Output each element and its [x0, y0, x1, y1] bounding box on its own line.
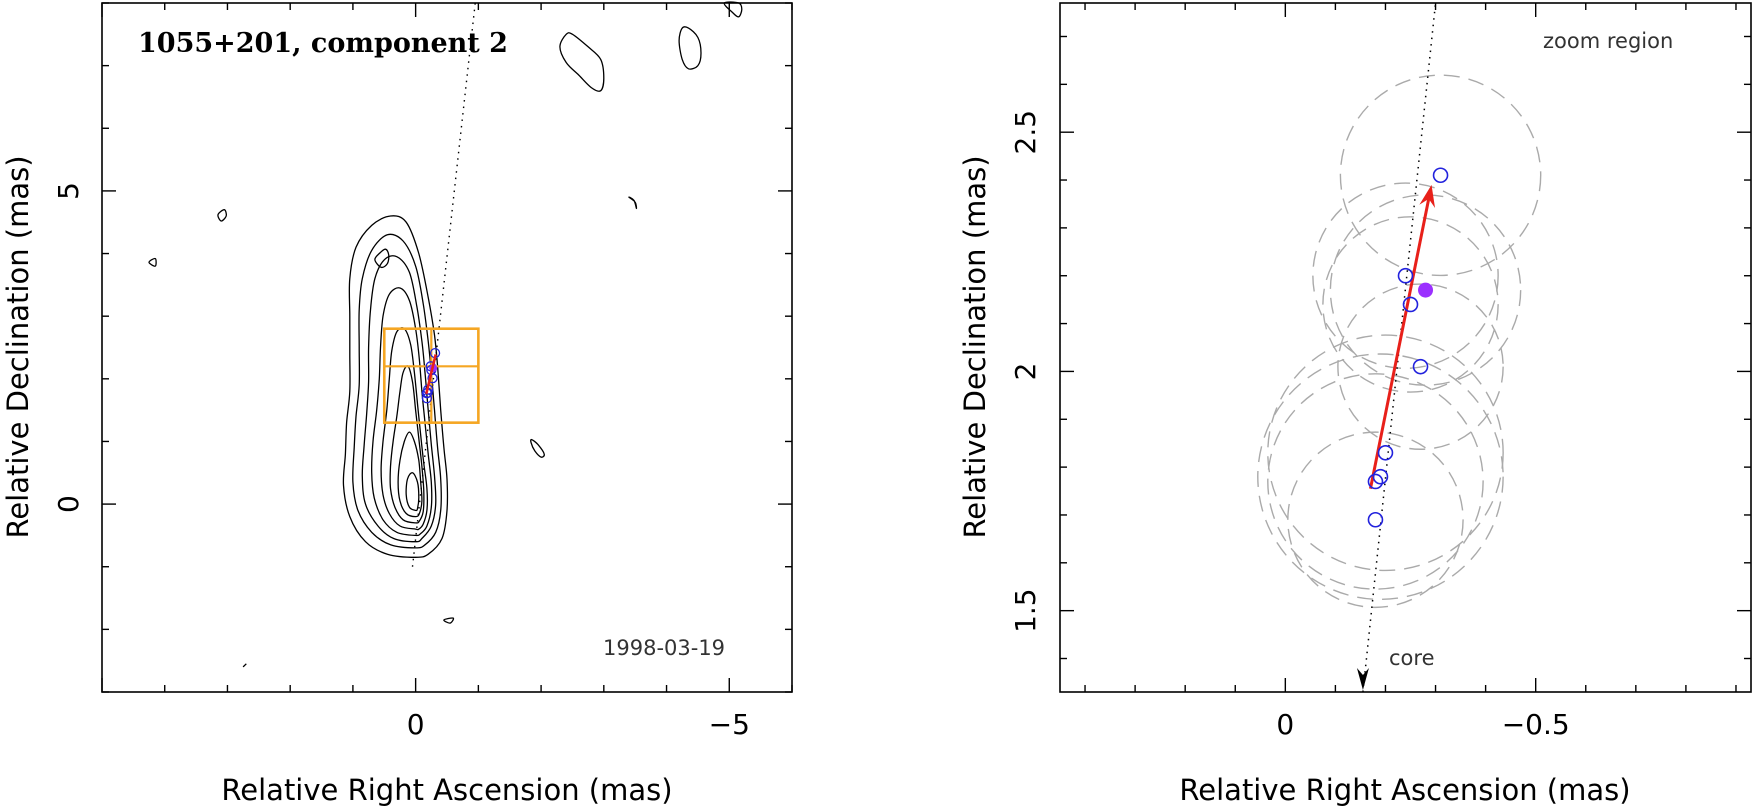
right-x-axis-title: Relative Right Ascension (mas): [1179, 773, 1630, 807]
uncertainty-circle: [1337, 283, 1504, 450]
uncertainty-circle: [1287, 431, 1464, 609]
left-date-label: 1998-03-19: [603, 636, 725, 660]
uncertainty-circle: [1312, 182, 1499, 370]
contour-line: [352, 233, 442, 549]
contour-line: [342, 215, 449, 558]
contour-line: [530, 438, 545, 458]
contour-line: [148, 257, 157, 267]
right-plot-area: [1257, 3, 1542, 692]
left-plot-area: [148, 1, 743, 668]
motion-vector-arrow: [1368, 198, 1431, 489]
contour-line: [397, 431, 423, 518]
core-label: core: [1389, 646, 1435, 670]
uncertainty-circle: [1257, 353, 1504, 601]
contour-line: [242, 663, 247, 668]
left-y-axis-title: Relative Declination (mas): [1, 155, 35, 538]
component-position: [427, 373, 438, 384]
contour-line: [361, 255, 437, 543]
contour-line: [217, 209, 227, 222]
contour-line: [723, 1, 743, 18]
component-position: [1402, 296, 1419, 313]
component-position: [1397, 267, 1414, 284]
y-tick-label: 5: [52, 182, 85, 200]
uncertainty-circle: [1267, 373, 1484, 590]
uncertainty-circle: [1329, 194, 1522, 386]
y-tick-label: 2.5: [1009, 110, 1042, 155]
contour-line: [405, 472, 420, 512]
motion-vector-arrow: [425, 354, 437, 395]
jet-axis-dotted-line: [411, 2, 476, 567]
component-position: [1372, 468, 1389, 485]
left-x-axis-title: Relative Right Ascension (mas): [221, 773, 672, 807]
component-position: [1367, 511, 1384, 528]
x-tick-label: 0: [407, 708, 425, 741]
y-tick-label: 0: [52, 495, 85, 513]
contour-line: [443, 617, 455, 624]
zoom-region-label: zoom region: [1543, 29, 1673, 53]
component-position: [1377, 444, 1394, 461]
contour-line: [371, 287, 433, 537]
contour-line: [628, 196, 638, 210]
component-position-filled: [1418, 282, 1434, 298]
uncertainty-circle: [1339, 74, 1542, 277]
contour-line: [678, 26, 702, 70]
y-tick-label: 2: [1009, 363, 1042, 381]
uncertainty-circle: [1267, 334, 1504, 572]
x-tick-label: 0: [1276, 708, 1294, 741]
left-axis-ticks: 0 −5 0 5: [52, 2, 793, 741]
right-panel: 0 −0.5 1.5 2 2.5 zoom region core Relative R…: [958, 2, 1752, 807]
right-plot-frame: [1059, 2, 1752, 693]
right-y-axis-title: Relative Declination (mas): [958, 155, 992, 538]
left-panel-title: 1055+201, component 2: [138, 28, 508, 59]
contour-line: [374, 248, 390, 269]
left-plot-frame: [101, 2, 793, 693]
component-position: [1412, 358, 1429, 375]
component-position: [1432, 167, 1449, 184]
contour-line: [559, 32, 605, 92]
motion-vector-arrowhead: [1419, 184, 1436, 208]
component-position: [1367, 473, 1384, 490]
x-tick-label: −5: [709, 708, 750, 741]
y-tick-label: 1.5: [1009, 588, 1042, 633]
x-tick-label: −0.5: [1502, 708, 1570, 741]
core-direction-arrowhead: [1356, 668, 1369, 690]
contour-line: [380, 327, 429, 531]
right-axis-ticks: 0 −0.5 1.5 2 2.5: [1009, 3, 1751, 741]
left-panel: 0 −5 0 5 1055+201, component 2 1998-03-19 R…: [1, 1, 793, 807]
uncertainty-circle: [1322, 216, 1499, 393]
